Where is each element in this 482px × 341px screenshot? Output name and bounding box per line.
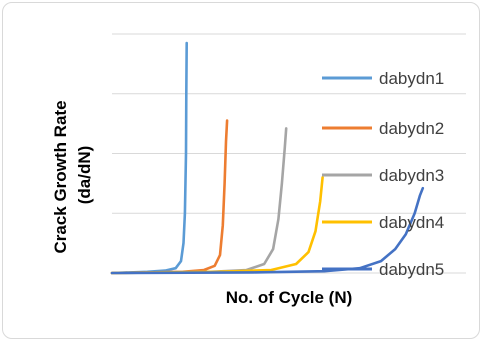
series-layer [110,41,425,275]
legend-label-dabydn2: dabydn2 [379,119,444,138]
legend-label-dabydn3: dabydn3 [379,166,444,185]
legend-label-dabydn5: dabydn5 [379,260,444,279]
series-line-dabydn3 [110,127,288,275]
series-line-dabydn5 [110,186,425,275]
series-line-dabydn1 [110,41,188,275]
y-axis-title-line2: (da/dN) [75,146,94,205]
legend: dabydn1 dabydn2 dabydn3 dabydn4 dabydn5 [322,69,444,279]
gridlines [112,33,466,214]
series-line-dabydn2 [110,119,229,275]
y-axis-title-line1: Crack Growth Rate [51,100,70,253]
x-axis-title: No. of Cycle (N) [226,288,353,307]
legend-label-dabydn1: dabydn1 [379,69,444,88]
legend-label-dabydn4: dabydn4 [379,213,444,232]
